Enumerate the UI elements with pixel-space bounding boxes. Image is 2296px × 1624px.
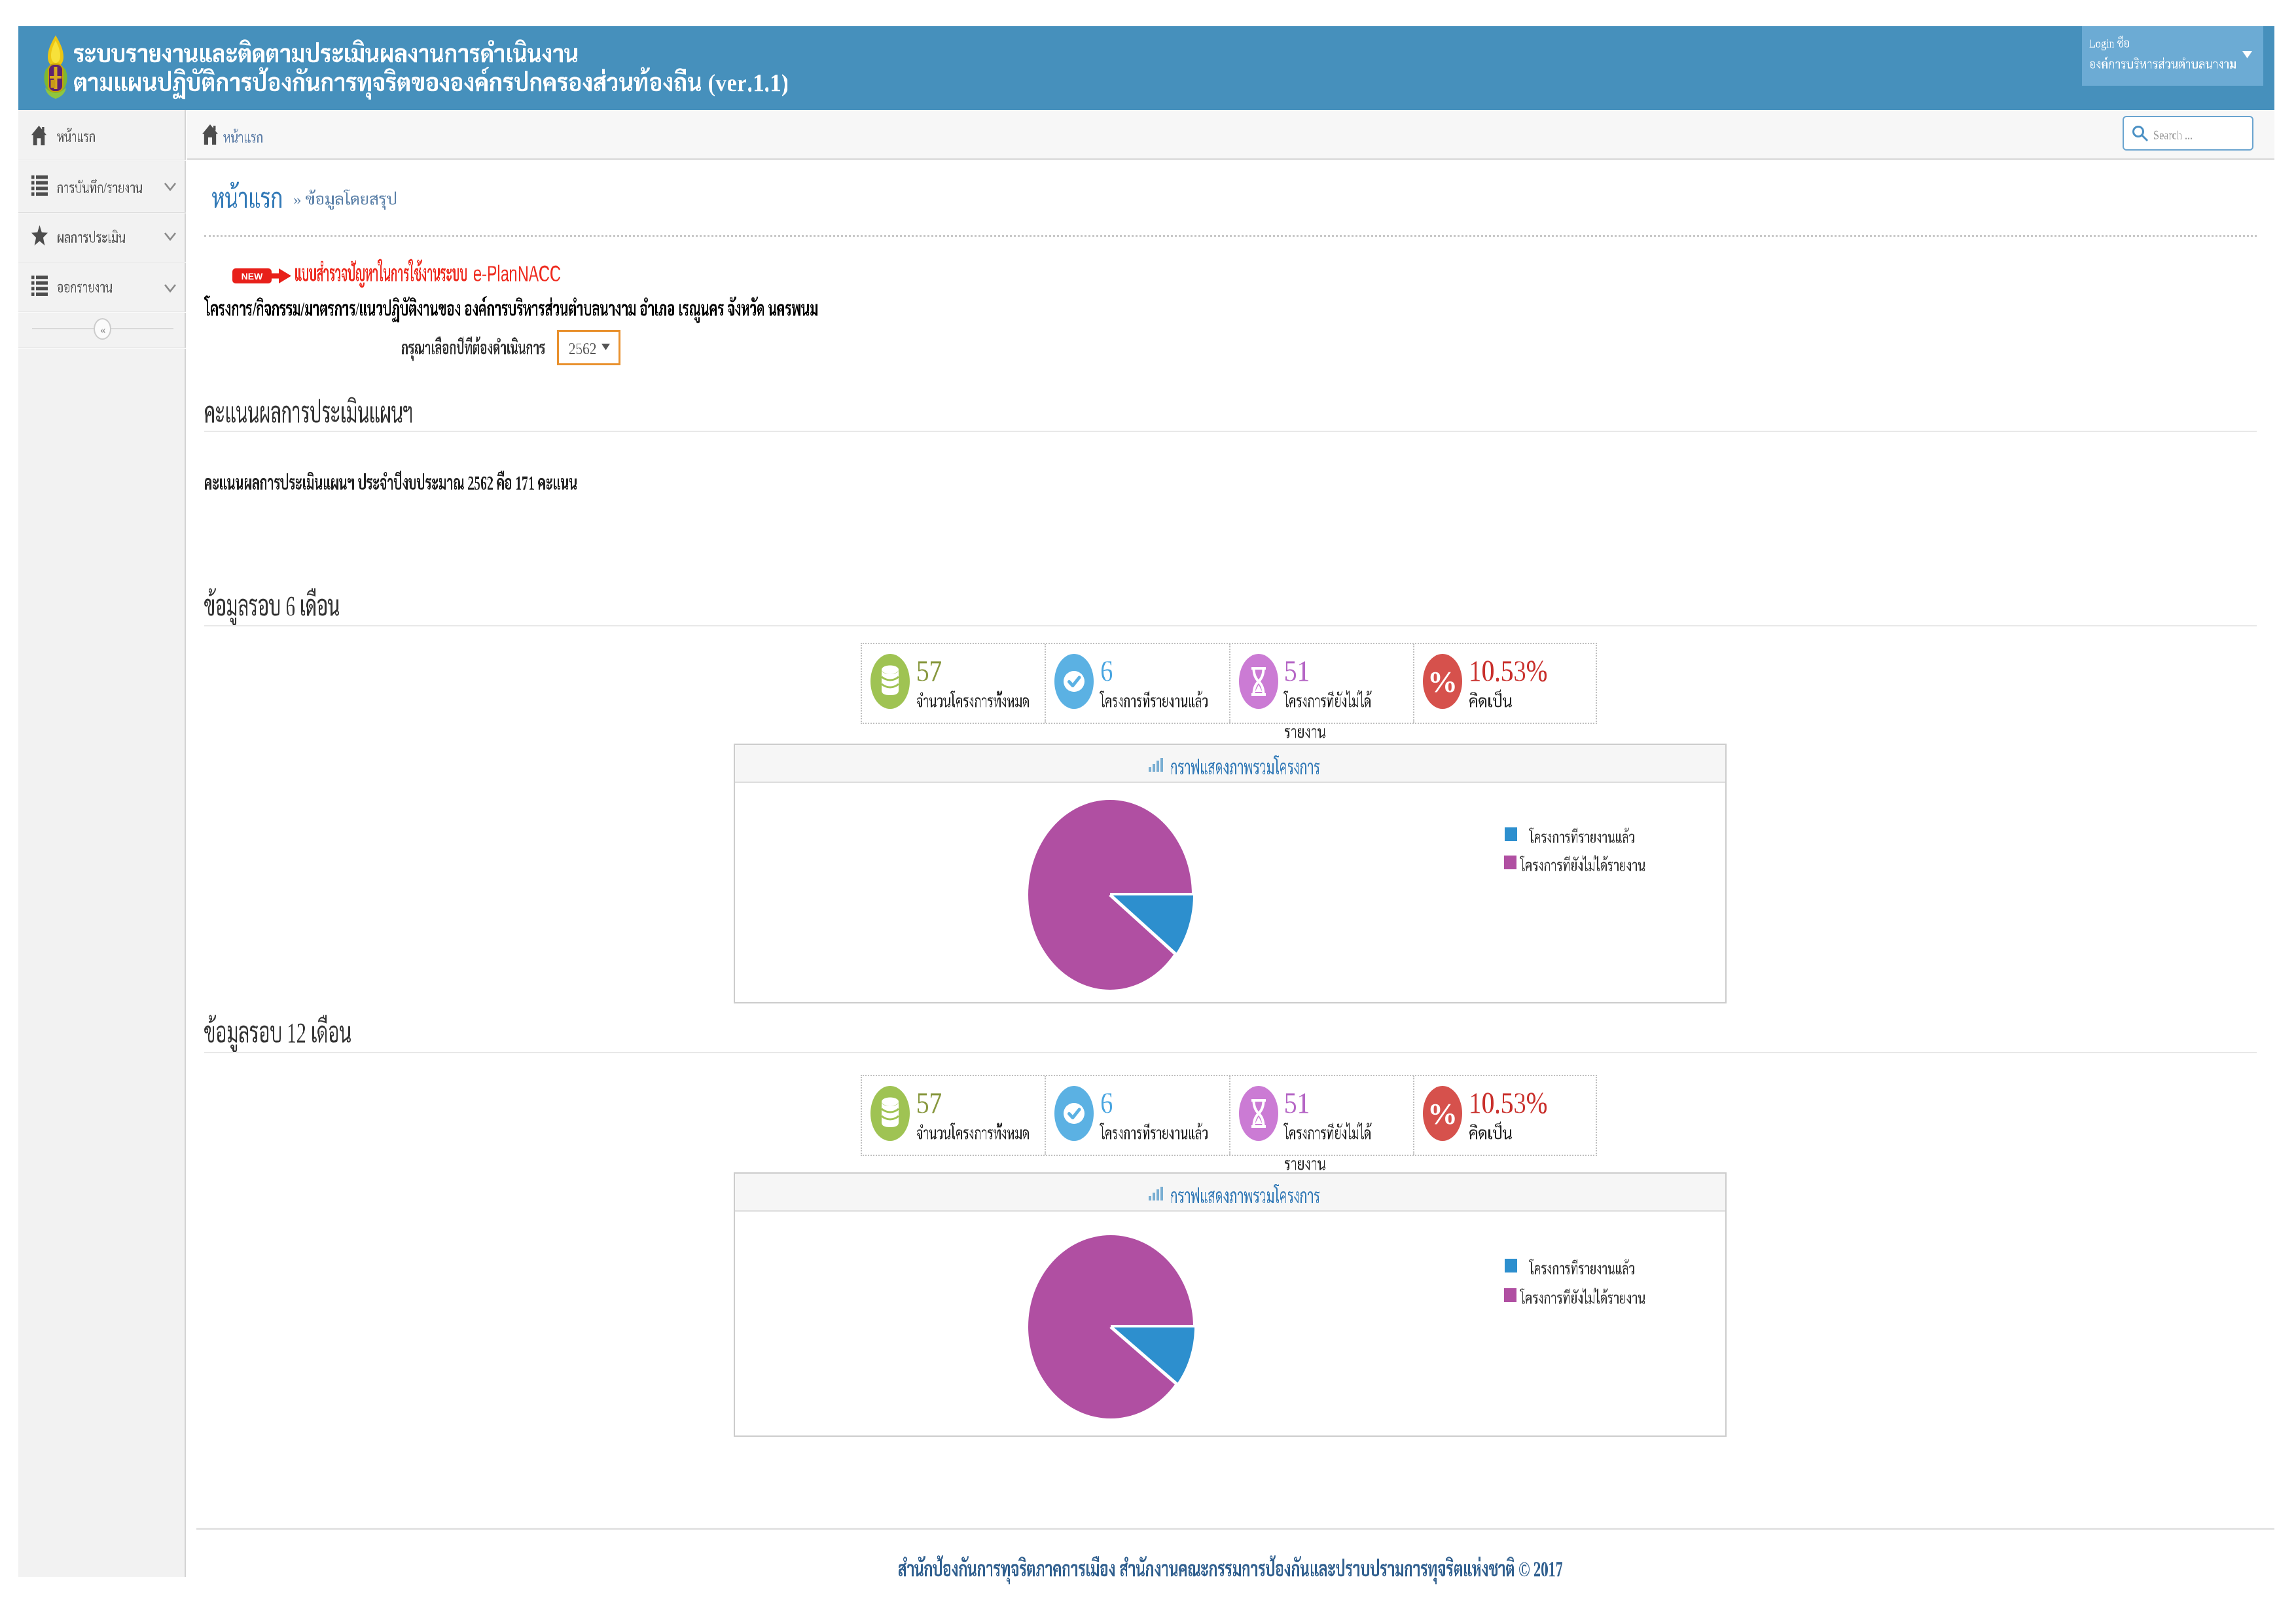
svg-text:%: %: [1427, 665, 1458, 698]
svg-text:%: %: [1427, 1097, 1458, 1130]
svg-text:NEW: NEW: [242, 271, 263, 281]
